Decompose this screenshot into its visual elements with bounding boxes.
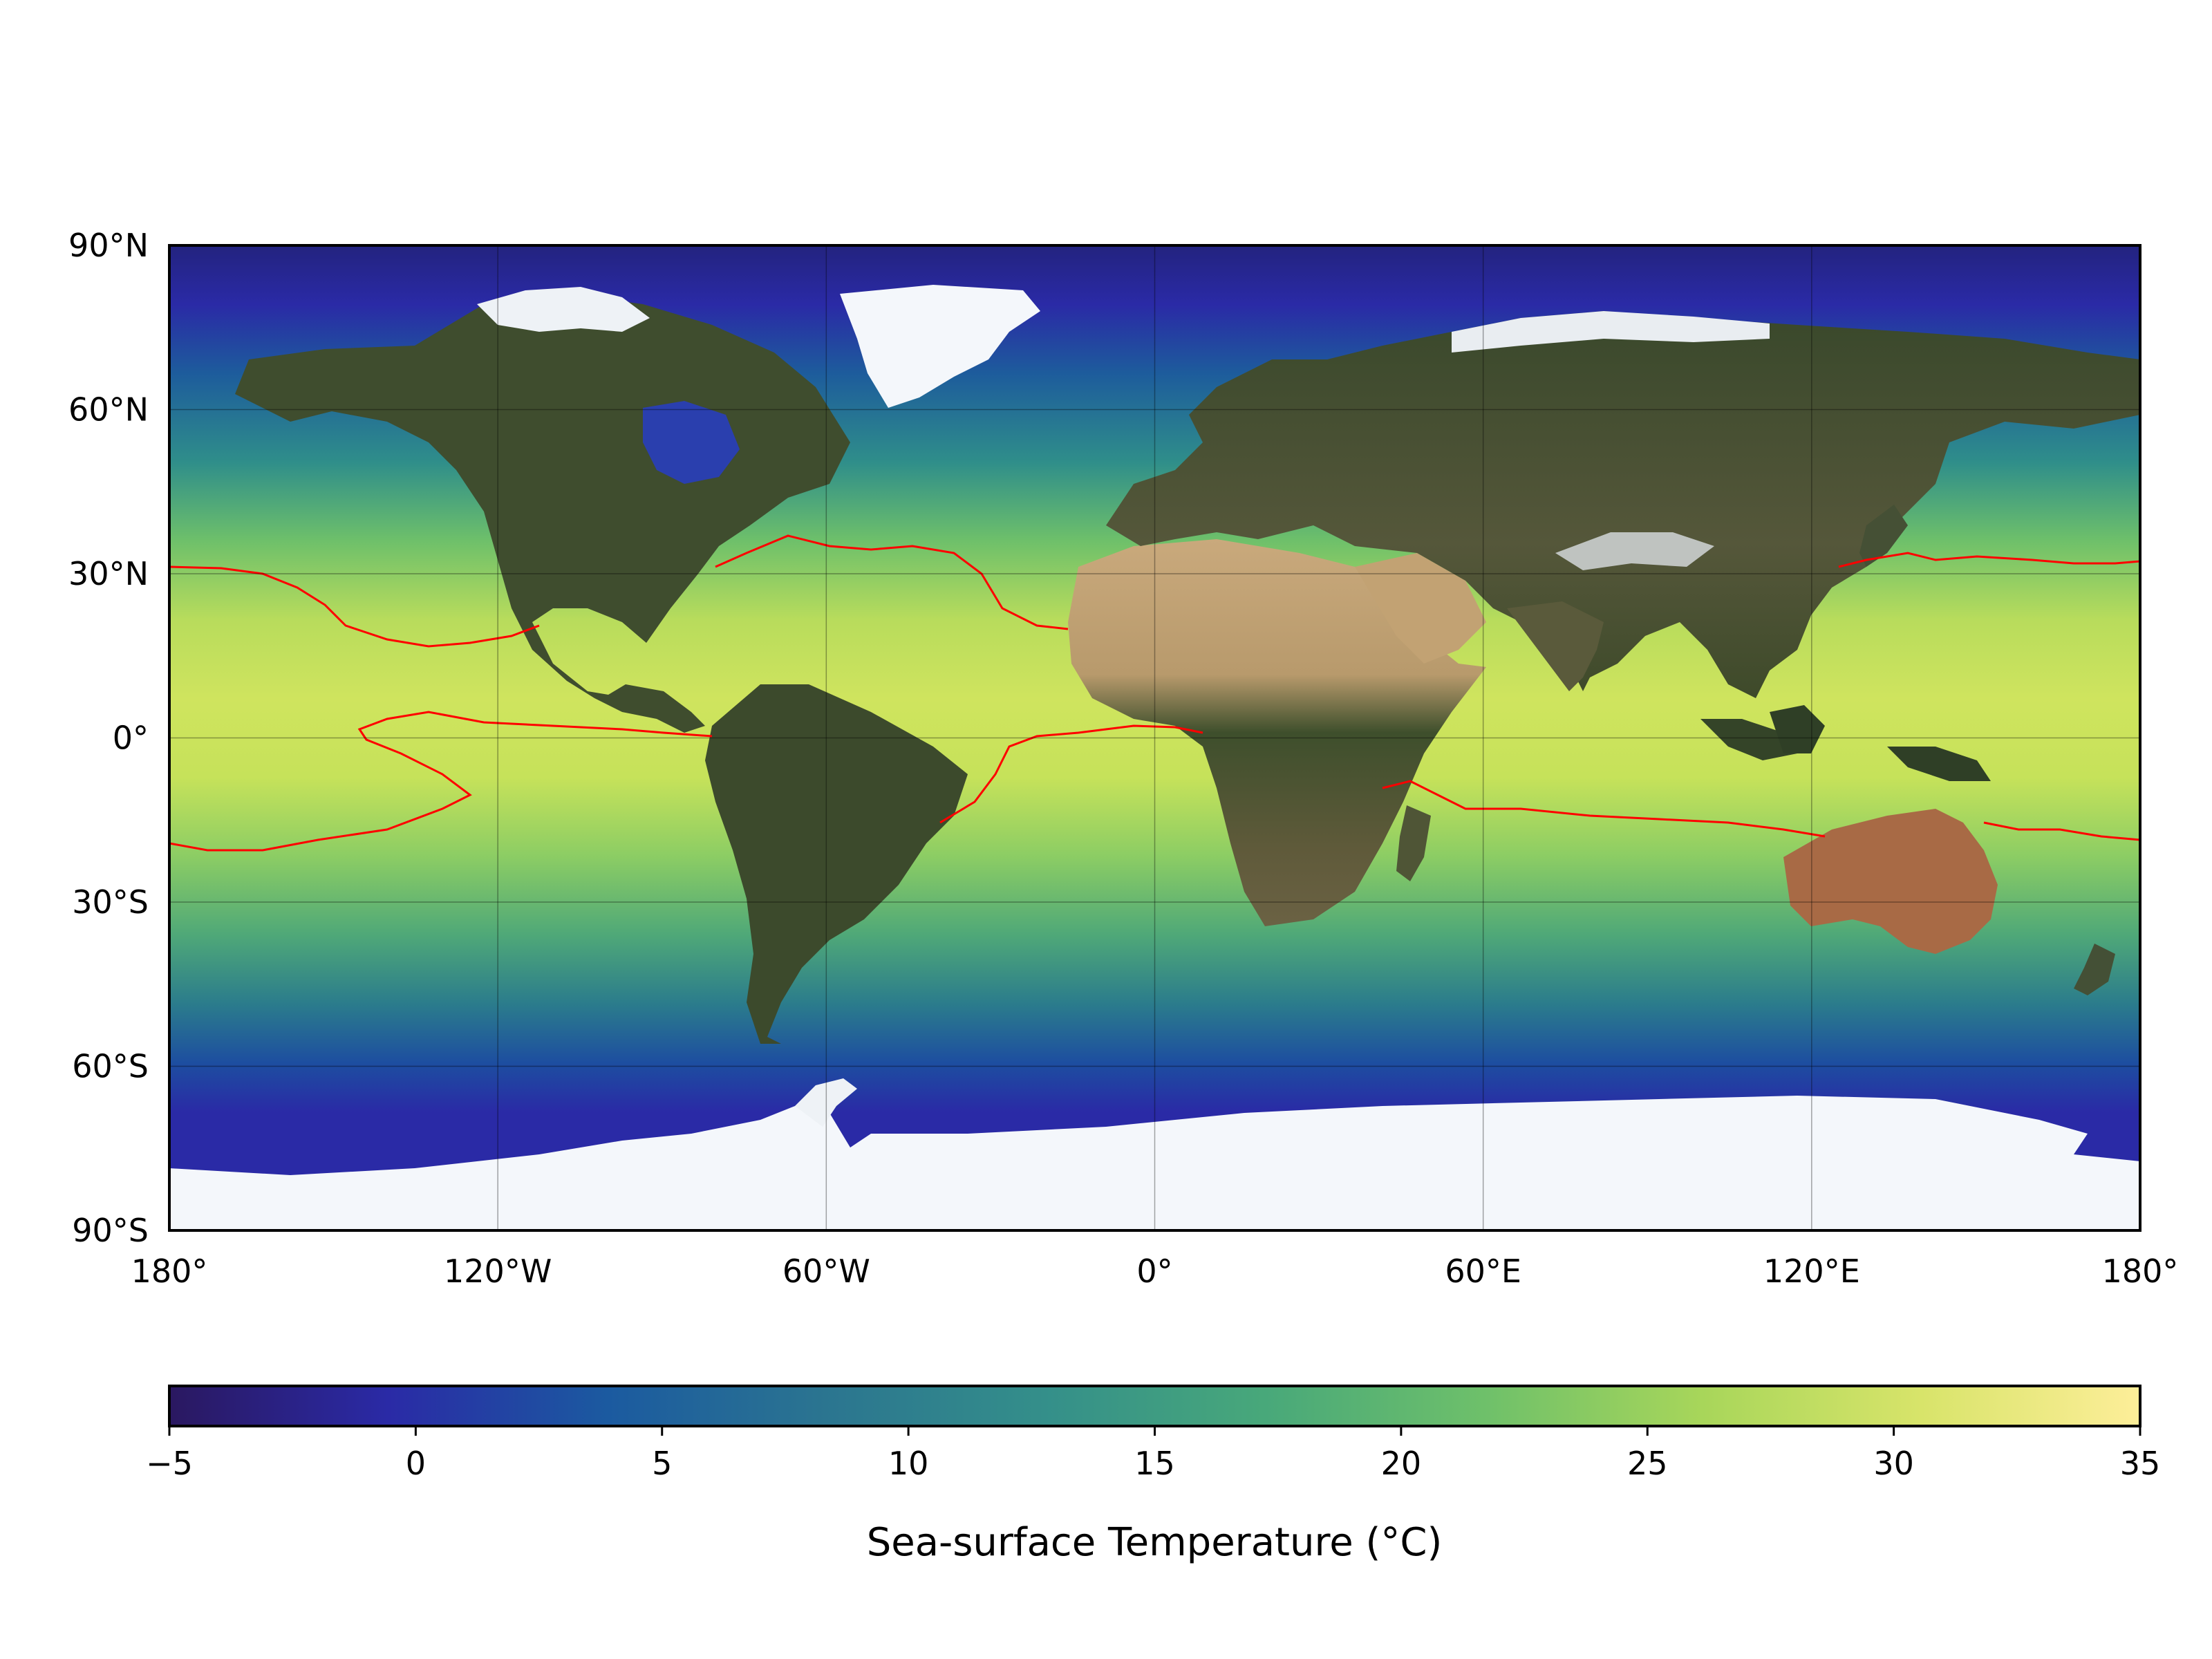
x-tick-label: 60°E [1445,1253,1521,1290]
japan-landmass [1859,505,1908,567]
colorbar-label: Sea-surface Temperature (°C) [867,1520,1443,1565]
map-panel [169,245,2140,1230]
colorbar-ticks: −5 0 5 10 15 20 25 30 35 [146,1426,2160,1482]
hudson-bay [643,401,740,484]
siberia-snow [1452,311,1770,353]
x-tick-label: 0° [1136,1253,1172,1290]
longitude-tick-labels: 180° 120°W 60°W 0° 60°E 120°E 180° [131,1253,2179,1290]
x-tick-label: 180° [2102,1253,2179,1290]
x-tick-label: 180° [131,1253,208,1290]
indonesia-islands [1700,719,1797,760]
colorbar-tick-label: 0 [406,1445,426,1482]
arctic-islands [477,287,650,332]
contour-south-pacific [169,711,713,852]
contour-north-atlantic [715,534,1069,630]
colorbar: −5 0 5 10 15 20 25 30 35 Sea-surface Temperature… [146,1385,2160,1565]
y-tick-label: 30°N [68,555,149,592]
gridlines [169,245,2140,1230]
y-tick-label: 90°S [72,1212,149,1249]
antarctica-landmass [169,1096,2140,1230]
y-tick-label: 60°S [72,1048,149,1085]
isotherm-contour [169,534,2140,852]
north-america-landmass [235,294,850,733]
contour-indian-ocean [1382,780,1826,838]
x-tick-label: 60°W [782,1253,870,1290]
contour-west-pacific [1983,821,2140,841]
arabia-landmass [1355,553,1486,664]
greenland-landmass [840,285,1040,408]
borneo-landmass [1770,705,1825,753]
y-tick-label: 0° [113,720,149,757]
colorbar-tick-label: 25 [1627,1445,1668,1482]
x-tick-label: 120°W [444,1253,552,1290]
new-zealand-landmass [2074,944,2115,995]
y-tick-label: 90°N [68,227,149,264]
himalaya-snow [1555,532,1714,570]
y-tick-label: 60°N [68,391,149,429]
colorbar-tick-label: 5 [652,1445,672,1482]
colorbar-tick-label: 10 [888,1445,929,1482]
south-america-landmass [705,684,968,1044]
map-frame [168,244,2141,1232]
colorbar-tick-label: 35 [2120,1445,2161,1482]
colorbar-tick-label: 20 [1381,1445,1422,1482]
contour-northwest-pacific [1838,552,2140,568]
antarctic-peninsula [795,1078,857,1127]
colorbar-tick-label: 15 [1134,1445,1175,1482]
latitude-tick-labels: 90°N 60°N 30°N 0° 30°S 60°S 90°S [68,227,149,1249]
eurasia-landmass [1106,311,2140,698]
x-tick-label: 120°E [1763,1253,1860,1290]
land-layer [169,285,2140,1230]
india-landmass [1507,601,1604,691]
y-tick-label: 30°S [72,883,149,921]
colorbar-tick-label: 30 [1873,1445,1914,1482]
colorbar-tick-label: −5 [146,1445,193,1482]
africa-landmass [1068,539,1486,926]
madagascar-landmass [1396,805,1431,881]
new-guinea-landmass [1887,747,1991,781]
contour-south-atlantic [939,724,1203,824]
contour-north-pacific [169,565,540,648]
colorbar-gradient [168,1385,2141,1427]
australia-landmass [1783,809,1998,954]
